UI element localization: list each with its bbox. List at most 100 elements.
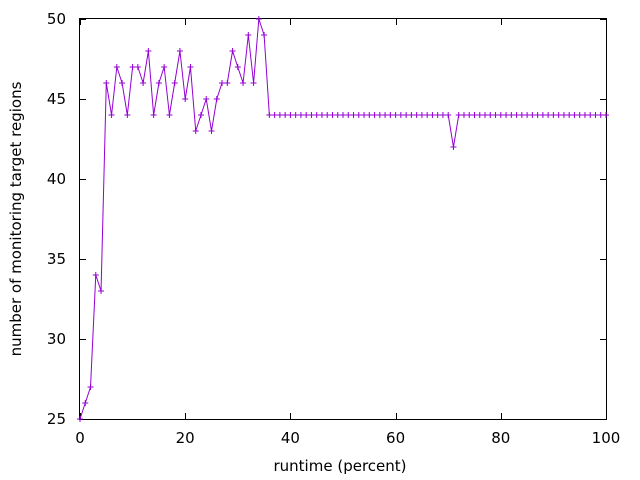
data-point: [529, 112, 536, 118]
data-point: [534, 112, 541, 118]
x-axis-title: runtime (percent): [274, 457, 407, 475]
data-point: [471, 112, 478, 118]
data-point: [82, 400, 89, 406]
data-point: [497, 112, 504, 118]
data-point: [187, 64, 194, 70]
data-point: [576, 112, 583, 118]
data-point: [219, 80, 226, 86]
axis-ticks: [80, 19, 607, 420]
data-point: [366, 112, 373, 118]
data-point: [603, 112, 609, 118]
x-tick-label: 20: [176, 429, 195, 447]
data-point: [171, 80, 178, 86]
data-point: [566, 112, 573, 118]
data-point: [445, 112, 452, 118]
data-point: [203, 96, 210, 102]
data-point: [555, 112, 562, 118]
data-point: [571, 112, 578, 118]
y-tick-label: 30: [47, 330, 66, 348]
data-point: [460, 112, 467, 118]
data-point: [213, 96, 220, 102]
data-point: [597, 112, 604, 118]
data-point: [224, 80, 231, 86]
x-tick-label: 80: [491, 429, 510, 447]
data-point: [455, 112, 462, 118]
data-point: [250, 80, 257, 86]
data-point: [382, 112, 389, 118]
data-point: [487, 112, 494, 118]
data-point: [560, 112, 567, 118]
series-line: [79, 18, 606, 420]
data-point: [145, 48, 152, 54]
data-point: [376, 112, 383, 118]
tick-labels: 0 20 40 60 80 100 25 30 35 40 45 50: [47, 10, 620, 447]
data-point: [581, 112, 588, 118]
data-point: [424, 112, 431, 118]
data-point: [245, 32, 252, 38]
data-point: [87, 384, 94, 390]
data-point: [271, 112, 278, 118]
data-point: [482, 112, 489, 118]
data-point: [140, 80, 147, 86]
data-point: [182, 96, 189, 102]
data-point: [524, 112, 531, 118]
x-tick-label: 0: [75, 429, 85, 447]
data-point: [92, 272, 99, 278]
y-axis-title: number of monitoring target regions: [7, 81, 25, 356]
data-point: [113, 64, 120, 70]
data-point: [276, 112, 283, 118]
data-point: [155, 80, 162, 86]
data-point: [176, 48, 183, 54]
data-point: [334, 112, 341, 118]
data-point: [292, 112, 299, 118]
data-point: [229, 48, 236, 54]
data-point: [587, 112, 594, 118]
data-point: [434, 112, 441, 118]
data-point: [439, 112, 446, 118]
data-point: [503, 112, 510, 118]
data-point: [392, 112, 399, 118]
data-point: [429, 112, 436, 118]
data-point: [387, 112, 394, 118]
data-point: [545, 112, 552, 118]
data-point: [308, 112, 315, 118]
data-point: [282, 112, 289, 118]
x-tick-label: 100: [592, 429, 621, 447]
data-point: [418, 112, 425, 118]
data-point: [161, 64, 168, 70]
data-point: [255, 16, 262, 22]
y-tick-label: 40: [47, 170, 66, 188]
data-point: [513, 112, 520, 118]
data-point: [518, 112, 525, 118]
x-tick-label: 40: [281, 429, 300, 447]
data-point: [166, 112, 173, 118]
data-point: [466, 112, 473, 118]
y-tick-label: 25: [47, 410, 66, 428]
data-point: [324, 112, 331, 118]
data-point: [297, 112, 304, 118]
data-point: [150, 112, 157, 118]
y-tick-label: 45: [47, 90, 66, 108]
series-layer: [77, 16, 609, 422]
x-tick-label: 60: [386, 429, 405, 447]
data-point: [119, 80, 126, 86]
data-point: [103, 80, 110, 86]
data-point: [197, 112, 204, 118]
data-point: [508, 112, 515, 118]
data-point: [240, 80, 247, 86]
data-point: [234, 64, 241, 70]
data-point: [192, 128, 199, 134]
data-point: [134, 64, 141, 70]
data-point: [403, 112, 410, 118]
data-point: [476, 112, 483, 118]
data-point: [361, 112, 368, 118]
data-point: [287, 112, 294, 118]
data-point: [303, 112, 310, 118]
data-point: [539, 112, 546, 118]
data-point: [345, 112, 352, 118]
data-point: [492, 112, 499, 118]
data-point: [313, 112, 320, 118]
data-point: [350, 112, 357, 118]
data-point: [340, 112, 346, 118]
